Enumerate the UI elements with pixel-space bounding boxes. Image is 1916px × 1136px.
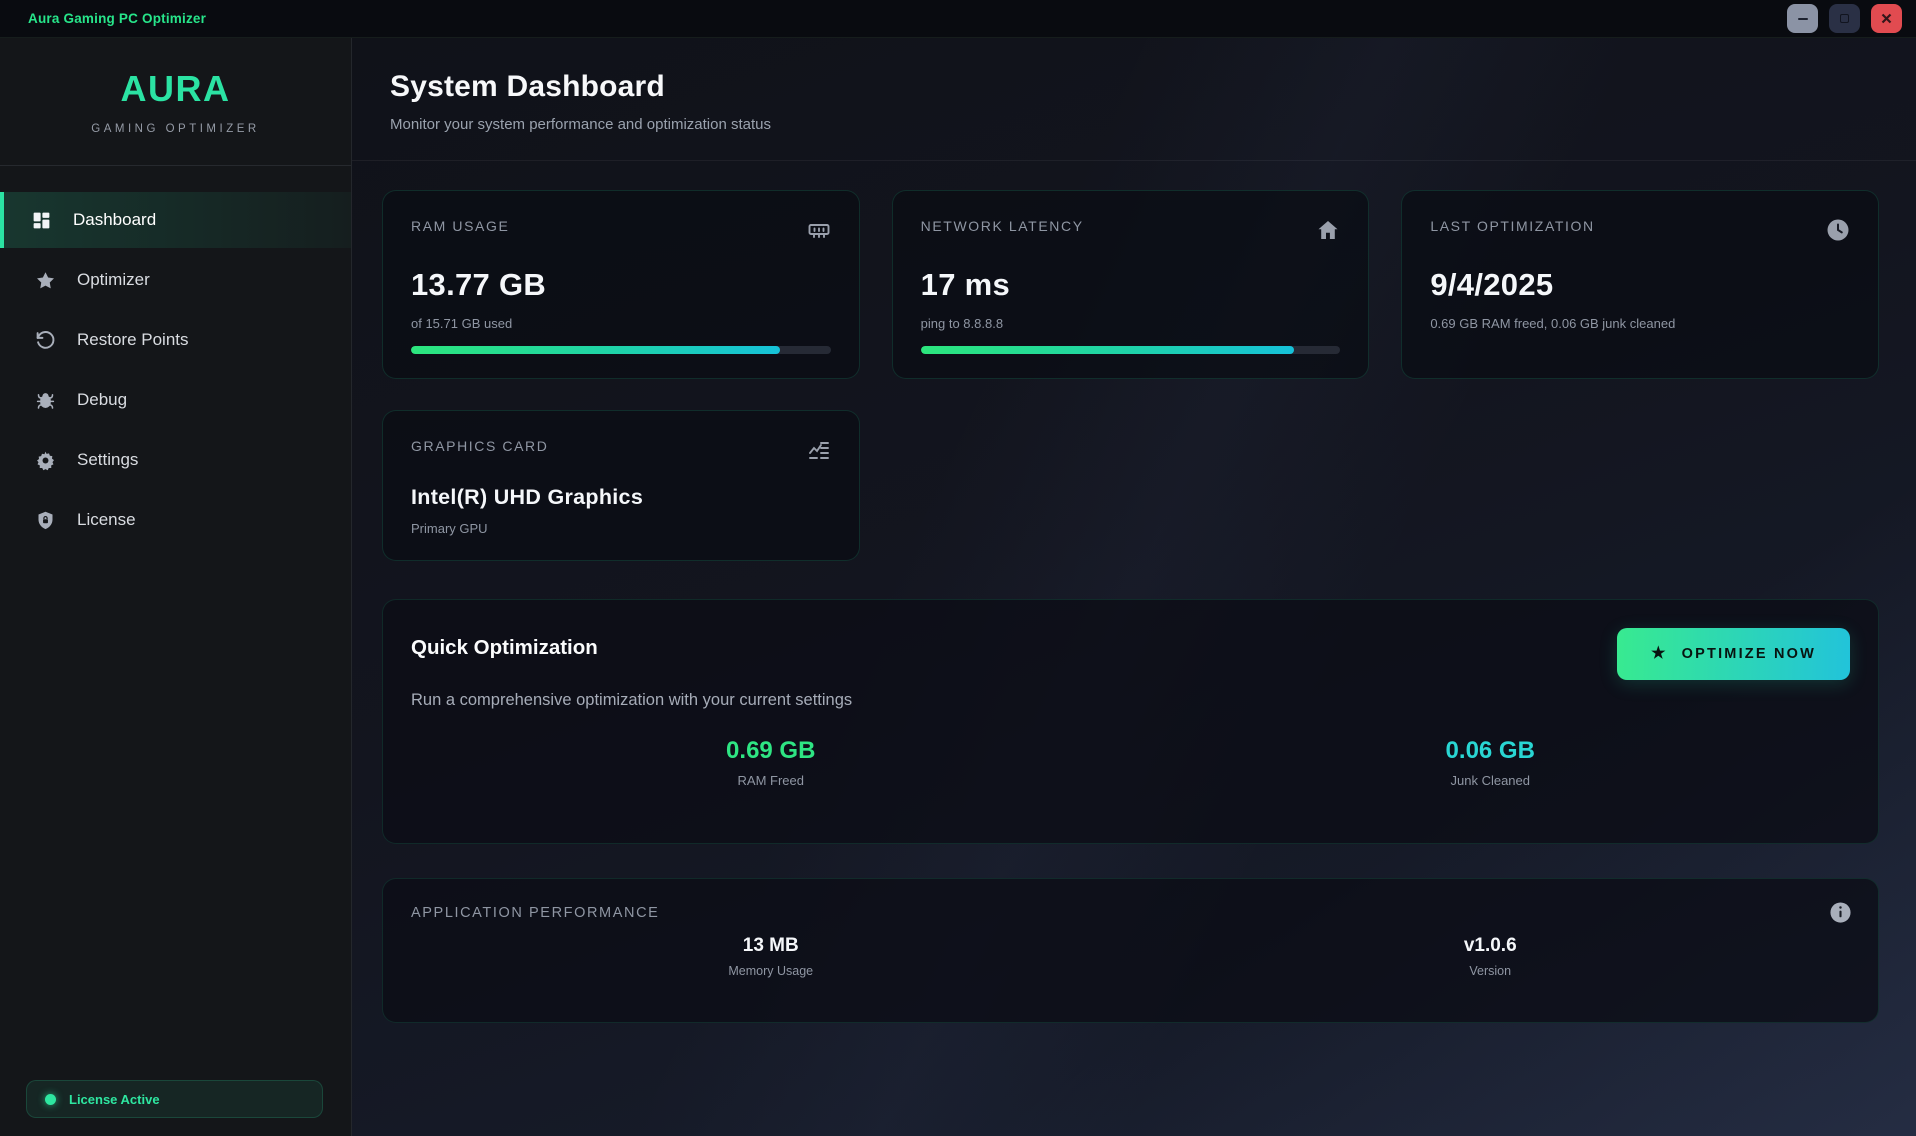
memory-icon [807, 218, 831, 242]
close-icon [1881, 13, 1892, 24]
stat-cards-grid: RAM USAGE 13.77 GB of 15.71 GB used [382, 190, 1879, 561]
quick-optimization-stats: 0.69 GB RAM Freed 0.06 GB Junk Cleaned [411, 737, 1850, 788]
memory-usage-label: Memory Usage [728, 964, 814, 978]
page-title: System Dashboard [390, 70, 665, 103]
main-area: System Dashboard Monitor your system per… [352, 38, 1916, 1136]
restore-icon [35, 330, 56, 351]
ram-usage-subtitle: of 15.71 GB used [411, 316, 513, 331]
sidebar-item-license[interactable]: License [0, 492, 351, 548]
shield-lock-icon [35, 510, 56, 531]
optimize-now-label: OPTIMIZE NOW [1681, 646, 1816, 662]
card-title: LAST OPTIMIZATION [1430, 218, 1595, 234]
latency-progress-fill [920, 346, 1295, 354]
maximize-button[interactable] [1829, 4, 1860, 33]
junk-cleaned-stat: 0.06 GB Junk Cleaned [1131, 737, 1851, 788]
sidebar-item-optimizer[interactable]: Optimizer [0, 252, 351, 308]
license-status-badge: License Active [26, 1080, 323, 1118]
network-latency-card: NETWORK LATENCY 17 ms ping to 8.8.8.8 [891, 190, 1370, 379]
app-tagline: GAMING OPTIMIZER [91, 123, 260, 135]
home-icon [1316, 218, 1340, 242]
network-latency-value: 17 ms [920, 267, 1011, 302]
card-title: GRAPHICS CARD [411, 438, 549, 454]
monitor-chart-icon [807, 438, 831, 462]
page-subtitle: Monitor your system performance and opti… [390, 116, 771, 133]
sidebar-item-label: License [77, 510, 136, 529]
sidebar-item-label: Settings [77, 450, 139, 469]
gpu-subtitle: Primary GPU [411, 521, 488, 536]
card-title: RAM USAGE [411, 218, 510, 234]
sidebar: AURA GAMING OPTIMIZER Dashboard Optimize… [0, 38, 352, 1136]
sidebar-item-restore-points[interactable]: Restore Points [0, 312, 351, 368]
memory-usage-stat: 13 MB Memory Usage [411, 935, 1131, 978]
star-icon [35, 270, 56, 291]
sidebar-nav: Dashboard Optimizer Restore Points [0, 192, 351, 552]
latency-progress-track [920, 346, 1341, 354]
sidebar-item-label: Debug [77, 390, 128, 409]
sidebar-item-dashboard[interactable]: Dashboard [0, 192, 351, 248]
graphics-card-card: GRAPHICS CARD Intel(R) UHD Graphics Prim… [382, 410, 860, 561]
ram-progress-track [411, 346, 831, 354]
dashboard-grid-icon [31, 210, 52, 231]
minimize-icon [1797, 17, 1808, 20]
ram-usage-card: RAM USAGE 13.77 GB of 15.71 GB used [382, 190, 860, 379]
optimize-now-button[interactable]: ★ OPTIMIZE NOW [1617, 628, 1850, 680]
license-status-text: License Active [69, 1091, 160, 1107]
ram-freed-stat: 0.69 GB RAM Freed [411, 737, 1131, 788]
network-latency-subtitle: ping to 8.8.8.8 [920, 316, 1004, 331]
sidebar-item-label: Dashboard [73, 210, 157, 229]
clock-icon [1826, 218, 1850, 242]
application-performance-stats: 13 MB Memory Usage v1.0.6 Version [411, 935, 1850, 978]
bug-icon [35, 390, 56, 411]
junk-cleaned-label: Junk Cleaned [1450, 773, 1531, 788]
last-optimization-card: LAST OPTIMIZATION 9/4/2025 0.69 GB RAM f… [1401, 190, 1879, 379]
info-icon[interactable] [1829, 901, 1852, 924]
card-title: NETWORK LATENCY [920, 218, 1084, 234]
version-label: Version [1469, 964, 1512, 978]
quick-optimization-panel: Quick Optimization Run a comprehensive o… [382, 599, 1879, 844]
ram-usage-value: 13.77 GB [411, 267, 547, 302]
memory-usage-value: 13 MB [742, 935, 799, 956]
quick-optimization-title: Quick Optimization [411, 636, 598, 659]
last-optimization-value: 9/4/2025 [1430, 267, 1554, 302]
window-title: Aura Gaming PC Optimizer [28, 11, 207, 26]
minimize-button[interactable] [1787, 4, 1818, 33]
gpu-name-value: Intel(R) UHD Graphics [411, 485, 644, 509]
sidebar-item-label: Restore Points [77, 330, 189, 349]
application-performance-panel: APPLICATION PERFORMANCE 13 MB Memory Usa… [382, 878, 1879, 1023]
sidebar-item-debug[interactable]: Debug [0, 372, 351, 428]
version-stat: v1.0.6 Version [1131, 935, 1851, 978]
version-value: v1.0.6 [1463, 935, 1517, 956]
maximize-icon [1840, 14, 1849, 23]
junk-cleaned-value: 0.06 GB [1445, 737, 1535, 764]
sidebar-item-settings[interactable]: Settings [0, 432, 351, 488]
logo-section: AURA GAMING OPTIMIZER [0, 38, 351, 166]
star-icon: ★ [1651, 645, 1668, 662]
gear-icon [35, 450, 56, 471]
last-optimization-subtitle: 0.69 GB RAM freed, 0.06 GB junk cleaned [1430, 316, 1676, 331]
ram-freed-label: RAM Freed [737, 773, 804, 788]
page-header: System Dashboard Monitor your system per… [352, 38, 1916, 161]
license-active-dot-icon [45, 1093, 56, 1105]
sidebar-item-label: Optimizer [77, 270, 150, 289]
ram-progress-fill [411, 346, 781, 354]
application-performance-title: APPLICATION PERFORMANCE [411, 905, 660, 921]
ram-freed-value: 0.69 GB [726, 737, 816, 764]
close-button[interactable] [1871, 4, 1902, 33]
dashboard-content: RAM USAGE 13.77 GB of 15.71 GB used [352, 161, 1916, 1136]
app-logo: AURA [120, 68, 231, 109]
titlebar: Aura Gaming PC Optimizer [0, 0, 1916, 38]
quick-optimization-description: Run a comprehensive optimization with yo… [411, 691, 853, 709]
window-controls [1787, 4, 1902, 33]
